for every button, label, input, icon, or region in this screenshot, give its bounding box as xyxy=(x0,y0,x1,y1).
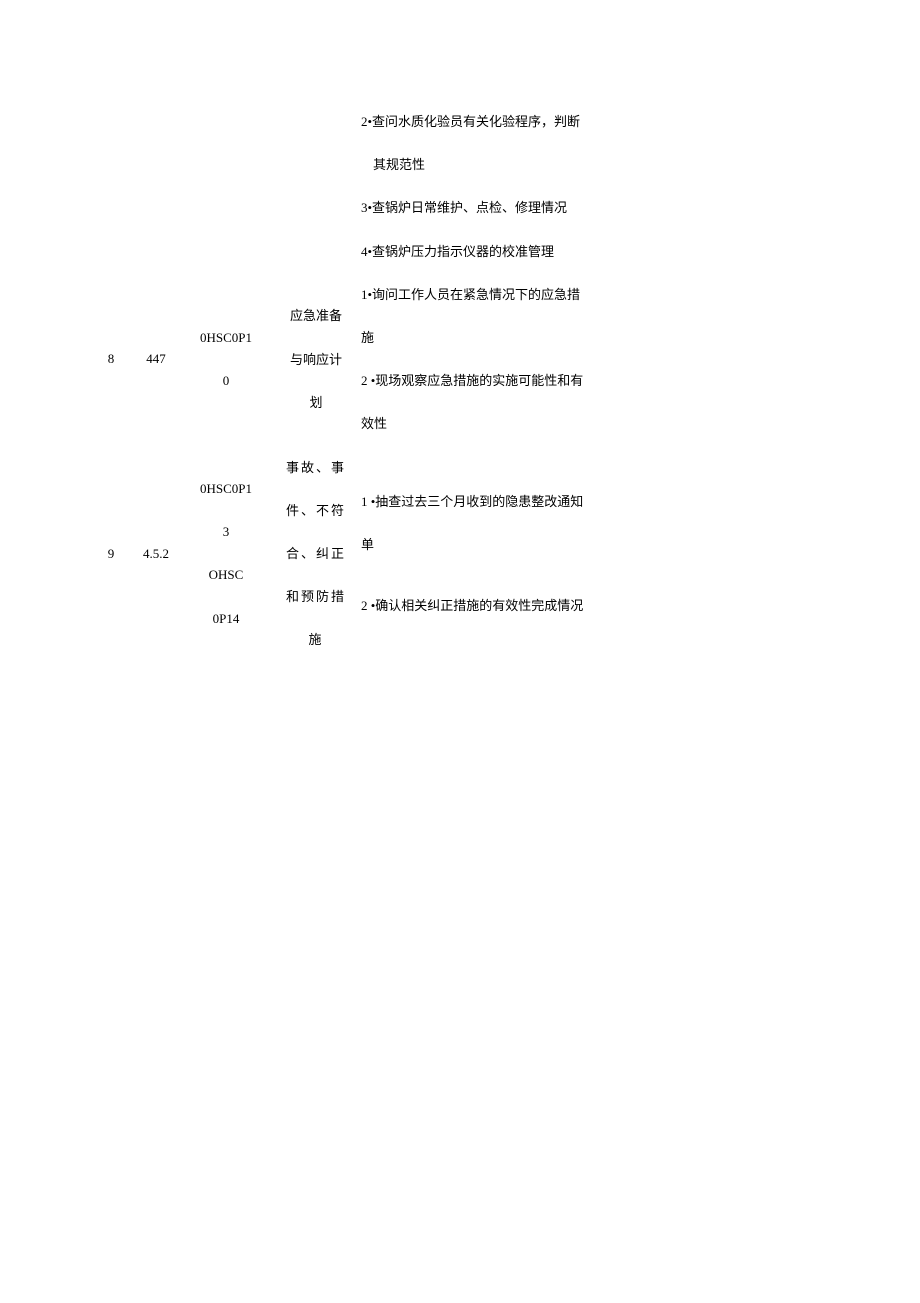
document-page: 2•查问水质化验员有关化验程序，判断 其规范性 3•查锅炉日常维护、点检、修理情… xyxy=(0,0,920,661)
ref-cell: 0HSC0P1 3 OHSC 0P14 xyxy=(185,446,267,662)
items-cell: 1 •抽查过去三个月收到的隐患整改通知 单 2 •确认相关纠正措施的有效性完成情… xyxy=(357,446,825,662)
seq-cell: 8 xyxy=(95,273,127,446)
item-line: 施 xyxy=(361,316,821,359)
ref-line: 0HSC0P1 xyxy=(189,316,263,359)
ref-line: 0P14 xyxy=(189,597,263,640)
topic-line: 应急准备 xyxy=(279,294,353,337)
item-line: 2 •确认相关纠正措施的有效性完成情况 xyxy=(361,584,821,627)
topic-line: 和预防措 xyxy=(279,575,353,618)
ref-line: OHSC xyxy=(189,553,263,596)
ref-cell xyxy=(185,100,267,273)
table-row: 2•查问水质化验员有关化验程序，判断 其规范性 3•查锅炉日常维护、点检、修理情… xyxy=(95,100,825,273)
topic-cell xyxy=(275,100,357,273)
item-line: 4•查锅炉压力指示仪器的校准管理 xyxy=(361,230,821,273)
item-line: 其规范性 xyxy=(361,143,821,186)
item-line: 2•查问水质化验员有关化验程序，判断 xyxy=(361,100,821,143)
items-cell: 1•询问工作人员在紧急情况下的应急措 施 2 •现场观察应急措施的实施可能性和有… xyxy=(357,273,825,446)
item-line: 2 •现场观察应急措施的实施可能性和有 xyxy=(361,359,821,402)
clause-cell xyxy=(127,100,185,273)
ref-cell: 0HSC0P1 0 xyxy=(185,273,267,446)
table-row: 9 4.5.2 0HSC0P1 3 OHSC 0P14 事故、事 件、不符 合、… xyxy=(95,446,825,662)
topic-line: 合、纠正 xyxy=(279,532,353,575)
topic-line: 件、不符 xyxy=(279,489,353,532)
item-line: 1 •抽查过去三个月收到的隐患整改通知 xyxy=(361,480,821,523)
seq-cell: 9 xyxy=(95,446,127,662)
topic-line: 事故、事 xyxy=(279,446,353,489)
clause-cell: 4.5.2 xyxy=(127,446,185,662)
topic-line: 施 xyxy=(279,618,353,661)
topic-cell: 应急准备 与响应计 划 xyxy=(275,273,357,446)
clause-cell: 447 xyxy=(127,273,185,446)
topic-line: 与响应计 xyxy=(279,338,353,381)
item-line: 效性 xyxy=(361,402,821,445)
items-cell: 2•查问水质化验员有关化验程序，判断 其规范性 3•查锅炉日常维护、点检、修理情… xyxy=(357,100,825,273)
ref-line: 3 xyxy=(189,510,263,553)
item-line: 单 xyxy=(361,523,821,566)
topic-cell: 事故、事 件、不符 合、纠正 和预防措 施 xyxy=(275,446,357,662)
seq-cell xyxy=(95,100,127,273)
topic-line: 划 xyxy=(279,381,353,424)
ref-line: 0HSC0P1 xyxy=(189,467,263,510)
item-line: 3•查锅炉日常维护、点检、修理情况 xyxy=(361,186,821,229)
checklist-table: 2•查问水质化验员有关化验程序，判断 其规范性 3•查锅炉日常维护、点检、修理情… xyxy=(95,100,825,661)
ref-line: 0 xyxy=(189,359,263,402)
table-row: 8 447 0HSC0P1 0 应急准备 与响应计 划 1•询问工作人员在紧急情… xyxy=(95,273,825,446)
item-line: 1•询问工作人员在紧急情况下的应急措 xyxy=(361,273,821,316)
